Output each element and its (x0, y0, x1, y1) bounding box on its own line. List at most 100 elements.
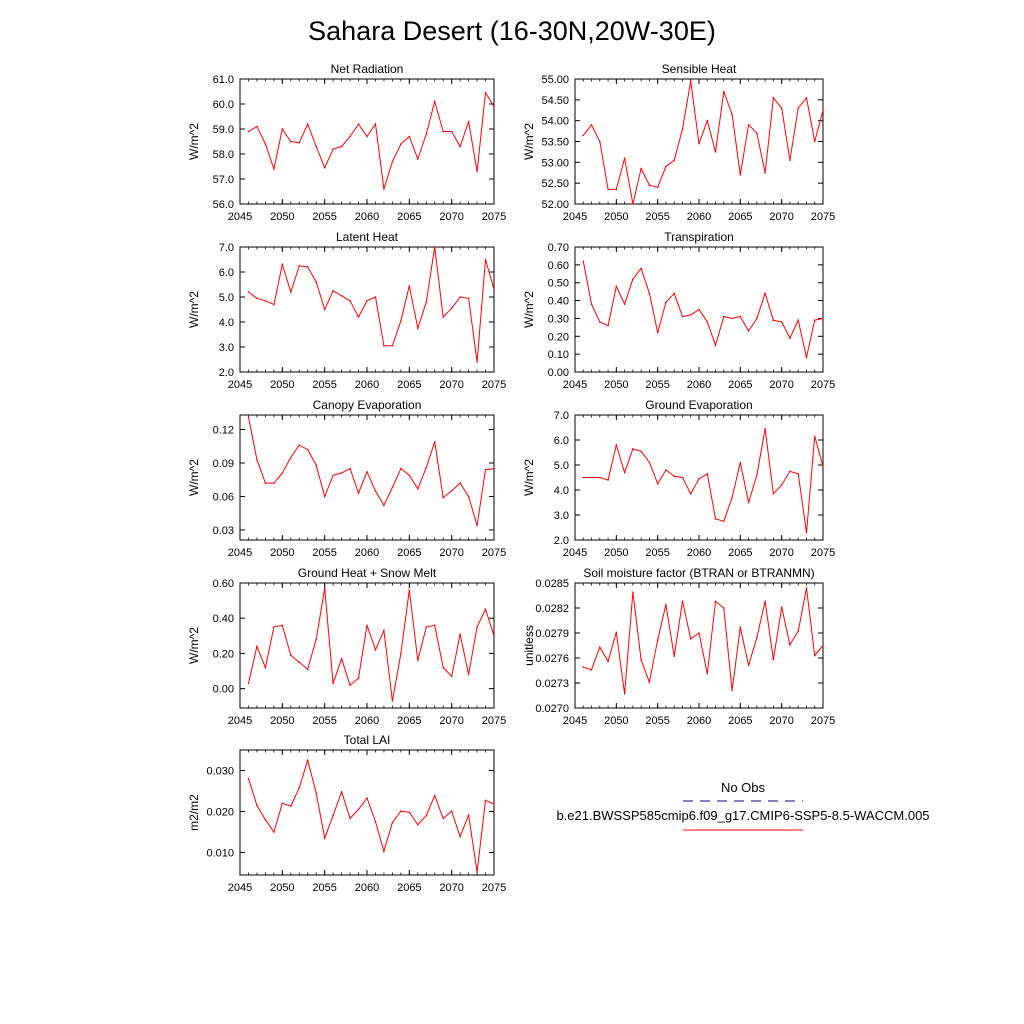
data-point (256, 125, 258, 128)
data-point (400, 810, 402, 812)
data-point (281, 802, 284, 805)
data-point (323, 587, 326, 590)
x-tick-label: 2065 (728, 547, 752, 559)
data-point (273, 626, 275, 628)
data-point (582, 260, 585, 263)
y-tick-label: 0.0270 (535, 703, 569, 715)
x-tick-label: 2050 (604, 379, 628, 391)
panels: Net Radiation W/m^2 2045 2050 2055 2060 2065 20… (187, 62, 835, 894)
x-tick-label: 2050 (270, 547, 294, 559)
data-point (789, 337, 791, 339)
x-tick-label: 2070 (769, 379, 793, 391)
x-tick-label: 2065 (728, 715, 752, 727)
data-point (273, 168, 275, 170)
data-point (374, 123, 377, 125)
data-point (298, 444, 301, 446)
x-tick-label: 2050 (604, 715, 628, 727)
y-tick-label: 0.0282 (535, 603, 569, 615)
x-tick-label: 2060 (355, 547, 379, 559)
data-point (357, 123, 360, 125)
x-tick-label: 2055 (312, 211, 336, 223)
y-tick-label: 0.0276 (535, 653, 569, 665)
data-point (780, 107, 783, 109)
data-point (264, 300, 267, 302)
data-point (408, 589, 411, 591)
data-point (442, 316, 445, 318)
panel-2: Sensible Heat W/m^2 2045 2050 2055 2060 2065 20… (522, 62, 835, 223)
data-point (747, 501, 750, 504)
data-point (599, 140, 601, 143)
data-point (247, 777, 250, 780)
data-point (476, 170, 478, 173)
data-point (298, 786, 301, 789)
x-tick-label: 2055 (312, 882, 336, 894)
data-point (340, 295, 343, 297)
data-point (383, 188, 385, 190)
data-point (400, 320, 402, 322)
y-tick-label: 58.0 (213, 149, 234, 161)
data-point (383, 345, 385, 347)
data-point (467, 814, 470, 816)
y-tick-label: 0.40 (213, 613, 234, 625)
data-point (632, 278, 634, 280)
data-point (391, 486, 394, 489)
data-point (756, 474, 758, 476)
data-point (599, 646, 601, 648)
x-tick-label: 2060 (687, 211, 711, 223)
x-tick-label: 2065 (397, 211, 421, 223)
data-point (290, 654, 292, 656)
y-tick-label: 0.60 (548, 260, 569, 272)
y-tick-label: 5.0 (219, 292, 234, 304)
data-point (789, 470, 791, 473)
data-point (689, 638, 692, 640)
data-point (656, 483, 659, 485)
data-point (813, 654, 816, 657)
data-point (323, 166, 326, 169)
data-point (822, 644, 824, 647)
data-point (673, 655, 675, 658)
data-point (290, 456, 292, 459)
data-point (340, 791, 343, 793)
data-point (340, 657, 343, 660)
data-point (433, 794, 436, 797)
y-tick-label: 2.0 (219, 367, 234, 379)
x-tick-label: 2045 (563, 379, 587, 391)
data-point (582, 476, 585, 479)
legend: No Obs b.e21.BWSSP585cmip6.f09_g17.CMIP6… (556, 780, 930, 831)
data-point (739, 461, 742, 464)
data-point (780, 484, 783, 486)
data-point (425, 466, 428, 469)
data-point (340, 145, 343, 148)
data-point (298, 661, 301, 663)
panel-title: Sensible Heat (662, 62, 737, 76)
y-tick-label: 0.00 (548, 367, 569, 379)
data-point (349, 817, 351, 820)
data-point (590, 124, 593, 126)
data-point (698, 142, 700, 145)
data-point (493, 467, 495, 470)
data-point (714, 344, 717, 347)
data-point (681, 128, 684, 130)
x-tick-label: 2065 (397, 715, 421, 727)
data-point (756, 132, 758, 134)
data-point (417, 487, 419, 490)
y-axis-label: m2/m2 (187, 794, 201, 831)
x-tick-label: 2045 (228, 211, 252, 223)
data-point (264, 818, 267, 821)
data-point (764, 428, 766, 430)
data-point (247, 682, 250, 685)
y-tick-label: 0.70 (548, 242, 569, 254)
data-point (349, 300, 351, 302)
data-point (689, 493, 692, 495)
data-point (332, 682, 334, 685)
data-point (332, 474, 334, 477)
panel-title: Net Radiation (331, 62, 404, 76)
data-point (822, 109, 824, 112)
data-point (281, 624, 284, 627)
legend-model-label: b.e21.BWSSP585cmip6.f09_g17.CMIP6-SSP5-8… (556, 808, 929, 823)
data-point (640, 450, 642, 453)
data-point (756, 317, 758, 320)
data-point (739, 174, 742, 176)
data-point (383, 504, 385, 507)
series-line (582, 81, 824, 205)
